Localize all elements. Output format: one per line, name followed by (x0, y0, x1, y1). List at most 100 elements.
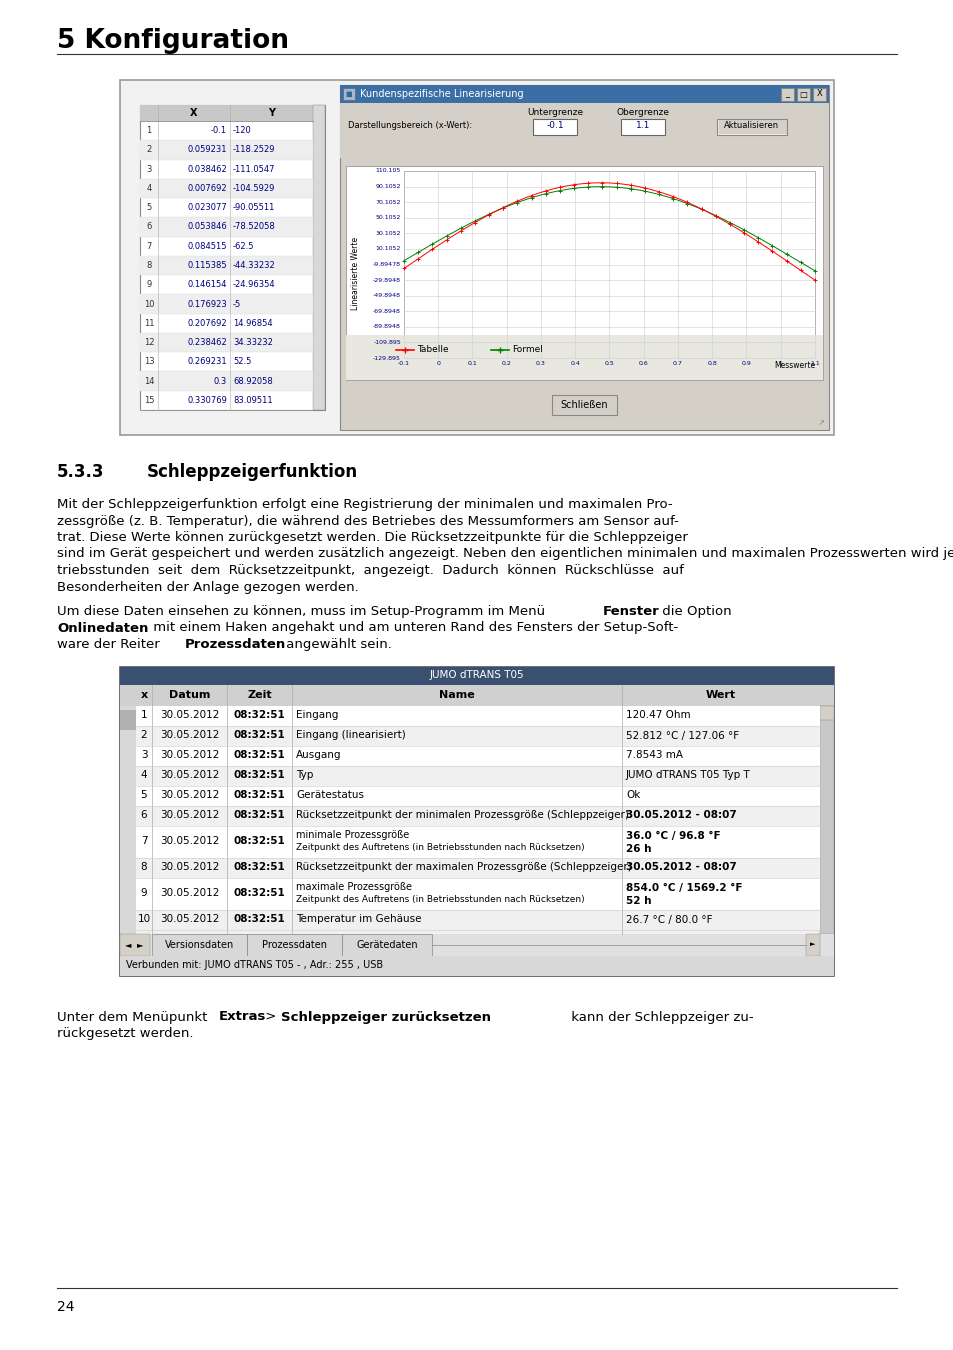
Bar (552, 396, 617, 414)
Bar (120, 667, 833, 976)
Bar (120, 933, 150, 956)
Text: 8: 8 (146, 261, 152, 270)
Text: Ok: Ok (625, 791, 639, 801)
Text: -111.0547: -111.0547 (233, 165, 275, 174)
Text: -29.8948: -29.8948 (373, 278, 400, 282)
Bar (805, 933, 820, 956)
Text: 0.007692: 0.007692 (187, 184, 227, 193)
Text: ◄: ◄ (125, 940, 132, 949)
Text: 3: 3 (140, 751, 147, 760)
Text: 0.8: 0.8 (706, 360, 717, 366)
Text: Messwerte: Messwerte (773, 360, 814, 370)
Text: >: > (261, 1011, 280, 1023)
Text: 12: 12 (144, 338, 154, 347)
Text: 0.330769: 0.330769 (187, 396, 227, 405)
Text: 0.4: 0.4 (570, 360, 579, 366)
Bar (136, 878, 820, 910)
Text: 0.038462: 0.038462 (187, 165, 227, 174)
Text: 7: 7 (140, 837, 147, 846)
Text: 0.059231: 0.059231 (188, 146, 227, 154)
Text: Name: Name (438, 690, 475, 701)
Text: 08:32:51: 08:32:51 (233, 751, 285, 760)
Text: 30.05.2012: 30.05.2012 (160, 837, 219, 846)
Text: 4: 4 (146, 184, 152, 193)
Text: 08:32:51: 08:32:51 (233, 914, 285, 925)
Bar (781, 88, 793, 101)
Bar (533, 119, 577, 135)
Text: 0.1: 0.1 (467, 360, 476, 366)
Bar (136, 706, 820, 725)
Text: Fenster: Fenster (602, 605, 659, 618)
Text: zessgröße (z. B. Temperatur), die während des Betriebes des Messumformers am Sen: zessgröße (z. B. Temperatur), die währen… (57, 514, 678, 528)
Text: kann der Schleppzeiger zu-: kann der Schleppzeiger zu- (566, 1011, 753, 1023)
Text: 08:32:51: 08:32:51 (233, 710, 285, 721)
Text: x: x (140, 690, 148, 701)
Text: 14: 14 (144, 377, 154, 386)
Text: Datum: Datum (169, 690, 210, 701)
Text: 34.33232: 34.33232 (233, 338, 273, 347)
Text: 5: 5 (140, 791, 147, 801)
Text: ware der Reiter: ware der Reiter (57, 639, 164, 651)
Bar (140, 217, 313, 236)
Text: -118.2529: -118.2529 (233, 146, 275, 154)
Text: □: □ (799, 89, 806, 99)
Bar (820, 706, 833, 720)
Text: 08:32:51: 08:32:51 (233, 730, 285, 741)
Text: Um diese Daten einsehen zu können, muss im Setup-Programm im Menü: Um diese Daten einsehen zu können, muss … (57, 605, 549, 618)
Bar (140, 105, 325, 410)
Text: 120.47 Ohm: 120.47 Ohm (625, 710, 690, 721)
Text: 08:32:51: 08:32:51 (233, 771, 285, 780)
Text: 1: 1 (140, 710, 147, 721)
Bar (620, 119, 664, 135)
Text: 08:32:51: 08:32:51 (233, 863, 285, 872)
Text: 30.05.2012: 30.05.2012 (160, 751, 219, 760)
Text: 0.176923: 0.176923 (187, 300, 227, 309)
Text: 26.7 °C / 80.0 °F: 26.7 °C / 80.0 °F (625, 914, 712, 925)
Bar (136, 745, 820, 765)
Text: 0.115385: 0.115385 (187, 261, 227, 270)
Text: 1: 1 (778, 360, 781, 366)
Text: 6: 6 (146, 223, 152, 231)
Text: Y: Y (268, 108, 274, 117)
Text: 854.0 °C / 1569.2 °F: 854.0 °C / 1569.2 °F (625, 883, 741, 892)
Text: 90.1052: 90.1052 (375, 184, 400, 189)
Text: -0.1: -0.1 (211, 126, 227, 135)
Bar (136, 786, 820, 806)
Text: -104.5929: -104.5929 (233, 184, 275, 193)
Text: 9: 9 (140, 888, 147, 899)
Text: 30.05.2012: 30.05.2012 (160, 791, 219, 801)
Text: -0.1: -0.1 (397, 360, 410, 366)
Text: 11: 11 (144, 319, 154, 328)
Bar (136, 806, 820, 825)
Text: Zeit: Zeit (247, 690, 272, 701)
Text: 0.2: 0.2 (501, 360, 511, 366)
Bar (339, 85, 828, 431)
Text: 70.1052: 70.1052 (375, 200, 400, 205)
Bar (346, 335, 822, 379)
Text: Prozessdaten: Prozessdaten (185, 639, 286, 651)
Text: ►: ► (809, 941, 815, 948)
Text: -78.52058: -78.52058 (233, 223, 275, 231)
Text: 30.05.2012: 30.05.2012 (160, 730, 219, 741)
Text: ↗: ↗ (817, 418, 824, 427)
Text: triebsstunden  seit  dem  Rücksetzzeitpunkt,  angezeigt.  Dadurch  können  Rücks: triebsstunden seit dem Rücksetzzeitpunkt… (57, 564, 683, 576)
Text: 08:32:51: 08:32:51 (233, 837, 285, 846)
Text: 30.05.2012: 30.05.2012 (160, 771, 219, 780)
Text: 5 Konfiguration: 5 Konfiguration (57, 28, 289, 54)
Text: Kundenspezifische Linearisierung: Kundenspezifische Linearisierung (359, 89, 523, 99)
Text: 1.1: 1.1 (809, 360, 819, 366)
Text: 0.146154: 0.146154 (188, 281, 227, 289)
Text: sind im Gerät gespeichert und werden zusätzlich angezeigt. Neben den eigentliche: sind im Gerät gespeichert und werden zus… (57, 548, 953, 560)
Text: Obergrenze: Obergrenze (616, 108, 669, 117)
Text: 68.92058: 68.92058 (233, 377, 273, 386)
Bar (716, 119, 785, 135)
Bar (812, 88, 825, 101)
Bar (152, 933, 247, 956)
Text: Versionsdaten: Versionsdaten (165, 940, 233, 949)
Text: Gerätestatus: Gerätestatus (295, 791, 364, 801)
Text: 30.05.2012: 30.05.2012 (160, 710, 219, 721)
Bar (136, 857, 820, 878)
Text: 0.023077: 0.023077 (187, 204, 227, 212)
Text: 110.105: 110.105 (375, 169, 400, 174)
Text: 8: 8 (140, 863, 147, 872)
